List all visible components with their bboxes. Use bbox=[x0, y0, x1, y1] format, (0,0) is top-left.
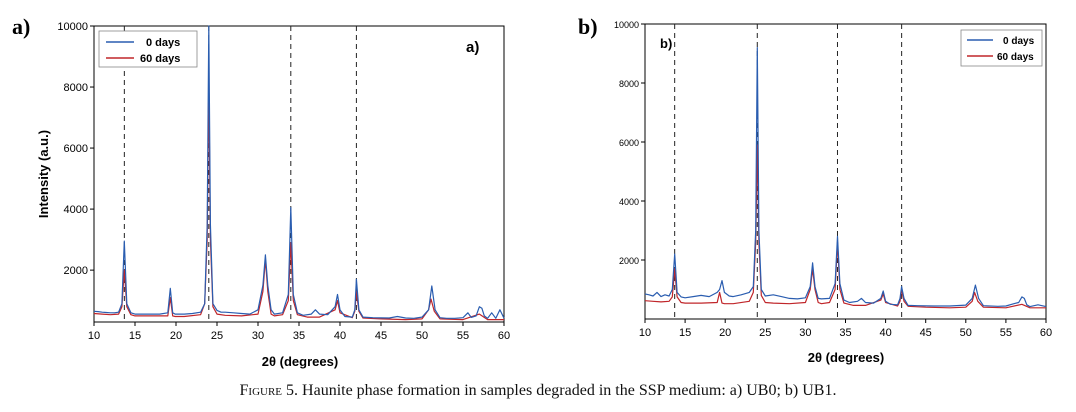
x-tick-label: 40 bbox=[334, 330, 346, 342]
legend-label-0-days: 0 days bbox=[146, 37, 180, 49]
caption-text: 5. Haunite phase formation in samples de… bbox=[282, 382, 837, 399]
x-tick-label: 50 bbox=[416, 330, 428, 342]
legend-label-60-days-b: 60 days bbox=[997, 52, 1034, 63]
y-axis-label-a: Intensity (a.u.) bbox=[36, 130, 51, 218]
legend-b: 0 days 60 days bbox=[960, 29, 1043, 67]
panel-b: b) 10 15 20 25 30 35 40 45 50 55 60 2000 4000 6000 800… bbox=[578, 14, 1052, 365]
y-tick-label: 6000 bbox=[64, 143, 88, 155]
panel-a-label: a) bbox=[12, 14, 30, 39]
x-axis-label-b: 2θ (degrees) bbox=[808, 350, 884, 365]
y-tick-label: 2000 bbox=[64, 265, 88, 277]
series-a bbox=[93, 25, 505, 321]
caption-prefix: Figure bbox=[239, 382, 283, 399]
legend-label-60-days: 60 days bbox=[140, 53, 180, 65]
plot-frame-a bbox=[93, 25, 505, 323]
figure: a) 10 15 20 25 30 35 40 45 50 55 60 2000 4000 6000 800… bbox=[12, 14, 1052, 369]
series-b bbox=[644, 46, 1047, 309]
x-tick-label: 55 bbox=[457, 330, 469, 342]
inner-label-a: a) bbox=[466, 39, 479, 56]
x-tick-label: 20 bbox=[170, 330, 182, 342]
y-tick-label: 4000 bbox=[619, 197, 639, 207]
series-line-60-days bbox=[93, 80, 504, 321]
panel-b-label: b) bbox=[578, 14, 598, 39]
y-tick-label: 6000 bbox=[619, 138, 639, 148]
x-tick-label: 50 bbox=[960, 327, 972, 339]
x-axis-label-a: 2θ (degrees) bbox=[262, 354, 338, 369]
x-tick-label: 60 bbox=[1040, 327, 1052, 339]
x-tick-label: 10 bbox=[88, 330, 100, 342]
x-tick-label: 25 bbox=[759, 327, 771, 339]
x-tick-label: 15 bbox=[679, 327, 691, 339]
legend-a: 0 days 60 days bbox=[98, 30, 198, 68]
panel-a: a) 10 15 20 25 30 35 40 45 50 55 60 2000 4000 6000 800… bbox=[12, 14, 510, 369]
y-tick-label: 10000 bbox=[614, 20, 639, 30]
axes-b: 10 15 20 25 30 35 40 45 50 55 60 2000 4000 6000 8000 10… bbox=[614, 20, 1052, 339]
y-tick-label: 8000 bbox=[64, 82, 88, 94]
x-tick-label: 45 bbox=[920, 327, 932, 339]
series-line-0-days bbox=[93, 25, 505, 319]
x-tick-label: 55 bbox=[1000, 327, 1012, 339]
x-tick-label: 35 bbox=[839, 327, 851, 339]
legend-box-a bbox=[98, 30, 198, 68]
x-tick-label: 30 bbox=[252, 330, 264, 342]
x-tick-label: 40 bbox=[879, 327, 891, 339]
x-tick-label: 30 bbox=[799, 327, 811, 339]
x-tick-label: 35 bbox=[293, 330, 305, 342]
x-tick-label: 60 bbox=[498, 330, 510, 342]
y-tick-label: 8000 bbox=[619, 79, 639, 89]
figure-caption: Figure 5. Haunite phase formation in sam… bbox=[0, 382, 1076, 400]
y-tick-label: 4000 bbox=[64, 204, 88, 216]
x-tick-label: 20 bbox=[719, 327, 731, 339]
series-line-0-days bbox=[644, 46, 1047, 308]
x-tick-label: 45 bbox=[375, 330, 387, 342]
series-line-60-days bbox=[644, 144, 1046, 309]
x-tick-label: 10 bbox=[639, 327, 651, 339]
legend-box-b bbox=[960, 29, 1043, 67]
y-tick-label: 2000 bbox=[619, 256, 639, 266]
inner-label-b: b) bbox=[660, 36, 672, 51]
plot-frame-b bbox=[644, 23, 1047, 320]
y-tick-label: 10000 bbox=[57, 21, 88, 33]
x-tick-label: 25 bbox=[211, 330, 223, 342]
axes-a: 10 15 20 25 30 35 40 45 50 55 60 2000 4000 6000 8000 10… bbox=[57, 21, 510, 342]
legend-label-0-days-b: 0 days bbox=[1003, 36, 1035, 47]
x-tick-label: 15 bbox=[129, 330, 141, 342]
